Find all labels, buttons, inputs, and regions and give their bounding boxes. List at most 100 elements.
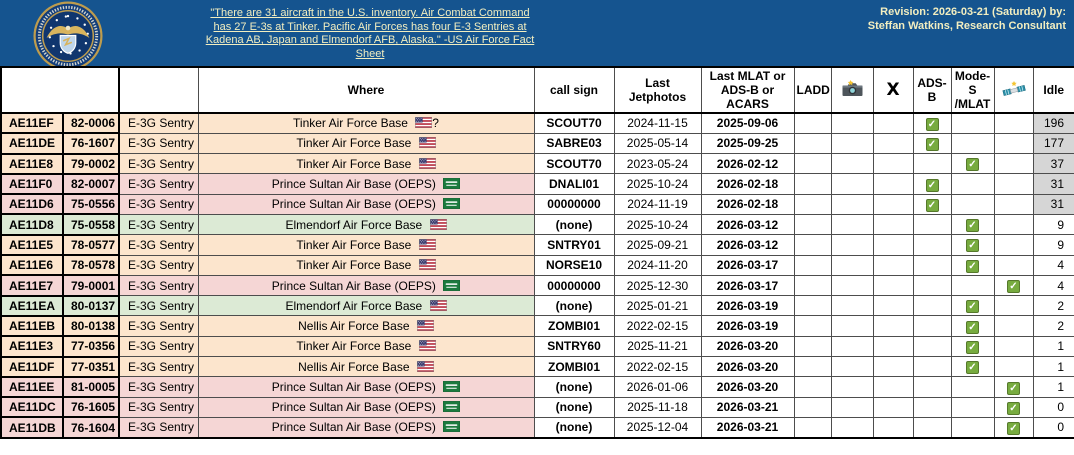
cell-idle: 1 — [1032, 335, 1074, 358]
quote-line: has 27 E-3s at Tinker. Pacific Air Force… — [213, 20, 527, 33]
cell-type: E-3G Sentry — [118, 315, 199, 337]
check-icon: ✓ — [966, 219, 979, 233]
cell-last-mlat: 2026-03-20 — [700, 376, 795, 398]
cell-adsb — [912, 376, 952, 398]
cell-satellite: ✓ — [993, 274, 1034, 297]
cell-where: Prince Sultan Air Base (OEPS) — [197, 173, 535, 195]
cell-satellite: ✓ — [993, 396, 1034, 418]
cell-idle: 9 — [1032, 234, 1074, 256]
check-icon: ✓ — [966, 239, 979, 253]
cell-last-mlat: 2026-03-19 — [700, 295, 795, 317]
cell-ladd — [793, 396, 832, 418]
cell-ladd — [793, 213, 832, 236]
cell-x — [872, 416, 914, 439]
cell-where: Elmendorf Air Force Base — [197, 213, 535, 236]
cell-last-mlat: 2026-03-20 — [700, 356, 795, 378]
cell-ladd — [793, 356, 832, 378]
cell-call-sign: 00000000 — [533, 193, 615, 215]
cell-modes-mlat — [950, 376, 995, 398]
cell-serial: 82-0006 — [62, 111, 120, 135]
cell-last-jetphotos: 2022-02-15 — [613, 356, 702, 378]
cell-last-jetphotos: 2023-05-24 — [613, 153, 702, 175]
cell-type: E-3G Sentry — [118, 213, 199, 236]
cell-last-mlat: 2026-03-17 — [700, 254, 795, 276]
cell-icao-hex: AE11EE — [0, 375, 64, 399]
cell-where: Prince Sultan Air Base (OEPS) — [197, 416, 535, 439]
cell-last-jetphotos: 2024-11-20 — [613, 254, 702, 276]
cell-camera — [830, 153, 874, 175]
cell-ladd — [793, 112, 832, 134]
table-header-row: Where call sign Last Jetphotos Last MLAT… — [0, 66, 1074, 114]
cell-idle: 0 — [1032, 396, 1074, 418]
cell-x — [872, 376, 914, 398]
cell-call-sign: (none) — [533, 416, 615, 439]
cell-last-mlat: 2026-03-21 — [700, 396, 795, 418]
cell-satellite: ✓ — [993, 416, 1034, 439]
check-icon: ✓ — [925, 137, 939, 151]
cell-last-jetphotos: 2024-11-19 — [613, 193, 702, 215]
saudi-flag-icon — [443, 401, 461, 413]
cell-type: E-3G Sentry — [118, 112, 199, 134]
us-flag-icon — [415, 117, 433, 129]
cell-x — [872, 254, 914, 276]
cell-type: E-3G Sentry — [118, 376, 199, 398]
cell-idle: 31 — [1032, 173, 1074, 195]
cell-last-mlat: 2025-09-25 — [700, 132, 795, 155]
cell-call-sign: SNTRY01 — [533, 234, 615, 256]
cell-idle: 2 — [1032, 295, 1074, 317]
quote-line: Kadena AB, Japan and Elmendorf AFB, Alas… — [205, 34, 535, 46]
cell-call-sign: DNALI01 — [533, 173, 615, 195]
cell-last-mlat: 2026-03-20 — [700, 335, 795, 358]
aircraft-row: AE11E5 78-0577 E-3G Sentry Tinker Air Force… — [0, 233, 1074, 257]
cell-serial: 77-0356 — [62, 335, 120, 358]
cell-call-sign: (none) — [533, 396, 615, 418]
us-flag-icon — [418, 137, 436, 149]
cell-x — [872, 315, 914, 337]
cell-where: Tinker Air Force Base — [197, 234, 535, 256]
cell-modes-mlat: ✓ — [950, 213, 995, 236]
cell-x — [872, 153, 914, 175]
check-icon: ✓ — [925, 178, 939, 192]
aircraft-row: AE11E8 79-0002 E-3G Sentry Tinker Air Force… — [0, 152, 1074, 175]
fact-sheet-quote-link[interactable]: "There are 31 aircraft in the U.S. inven… — [200, 7, 540, 61]
cell-serial: 82-0007 — [62, 172, 120, 196]
cell-last-jetphotos: 2026-01-06 — [613, 376, 702, 398]
col-header-last-jetphotos: Last Jetphotos — [613, 66, 702, 114]
cell-satellite — [993, 295, 1034, 317]
us-flag-icon — [418, 259, 436, 271]
cell-type: E-3G Sentry — [118, 193, 199, 215]
cell-camera — [830, 112, 874, 134]
cell-call-sign: NORSE10 — [533, 254, 615, 276]
cell-modes-mlat: ✓ — [950, 295, 995, 317]
cell-adsb — [912, 234, 952, 256]
us-flag-icon — [418, 239, 436, 250]
cell-icao-hex: AE11EF — [0, 111, 64, 135]
aircraft-table: Where call sign Last Jetphotos Last MLAT… — [0, 66, 1074, 439]
cell-last-jetphotos: 2025-05-14 — [613, 132, 702, 155]
col-header-ladd: LADD — [793, 66, 832, 114]
cell-camera — [830, 356, 874, 378]
cell-serial: 75-0558 — [62, 213, 120, 236]
cell-x — [872, 356, 914, 378]
cell-adsb — [912, 335, 952, 358]
cell-call-sign: 00000000 — [533, 274, 615, 297]
cell-icao-hex: AE11EB — [0, 314, 64, 338]
cell-serial: 75-0556 — [62, 193, 120, 216]
cell-x — [872, 193, 914, 215]
cell-x — [872, 173, 914, 195]
check-icon: ✓ — [1007, 421, 1020, 435]
aircraft-row: AE11E6 78-0578 E-3G Sentry Tinker Air Force… — [0, 254, 1074, 277]
cell-ladd — [793, 234, 832, 256]
us-flag-icon — [416, 320, 434, 331]
check-icon: ✓ — [966, 158, 979, 172]
cell-where: Tinker Air Force Base — [197, 132, 535, 155]
us-flag-icon — [418, 157, 436, 169]
cell-last-jetphotos: 2025-11-18 — [613, 396, 702, 418]
cell-last-mlat: 2026-02-18 — [700, 173, 795, 195]
cell-satellite — [993, 132, 1034, 155]
cell-where: Elmendorf Air Force Base — [197, 295, 535, 317]
cell-icao-hex: AE11E7 — [0, 274, 64, 297]
aircraft-row: AE11EF 82-0006 E-3G Sentry Tinker Air Force… — [0, 111, 1074, 135]
col-header-satellite — [993, 66, 1034, 114]
